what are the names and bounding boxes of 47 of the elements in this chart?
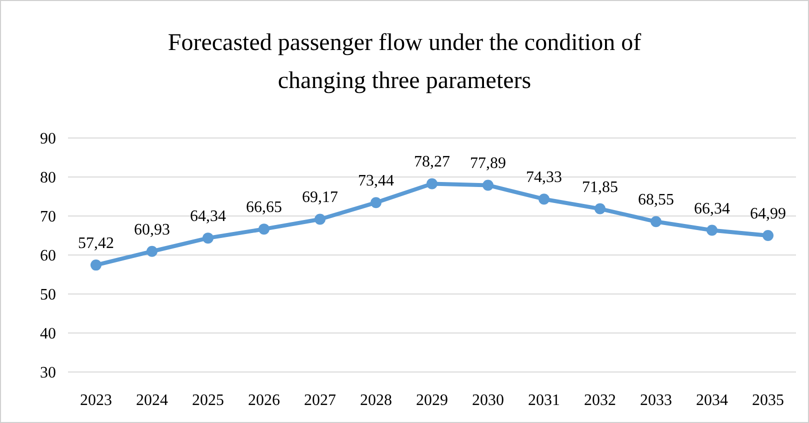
y-tick-label: 60 [40, 248, 56, 265]
x-tick-label: 2029 [416, 392, 448, 409]
point [370, 197, 382, 208]
data-label: 71,85 [582, 178, 618, 196]
x-tick-label: 2025 [192, 392, 224, 409]
x-tick-label: 2028 [360, 392, 392, 409]
point [314, 214, 326, 225]
data-label: 69,17 [302, 189, 338, 206]
x-tick-label: 2026 [248, 392, 280, 409]
data-label: 74,33 [526, 169, 562, 186]
point [90, 260, 102, 271]
x-tick-label: 2023 [80, 392, 112, 409]
x-tick-label: 2024 [136, 392, 168, 409]
data-label: 73,44 [358, 172, 394, 190]
point [482, 180, 494, 191]
x-tick-label: 2033 [640, 392, 672, 409]
data-label: 60,93 [134, 221, 170, 238]
x-tick-label: 2030 [472, 392, 504, 409]
data-label: 68,55 [638, 192, 674, 209]
point [594, 203, 606, 214]
data-label: 77,89 [470, 155, 506, 172]
y-tick-label: 50 [40, 286, 56, 304]
point [650, 216, 662, 228]
point [706, 224, 718, 236]
data-label: 57,42 [78, 235, 114, 252]
x-tick-label: 2034 [696, 392, 728, 409]
point [202, 232, 214, 244]
y-tick-label: 40 [40, 326, 56, 343]
data-label: 64,34 [190, 208, 226, 226]
point [762, 230, 774, 242]
y-tick-label: 90 [40, 130, 56, 148]
point [426, 178, 438, 190]
y-tick-label: 70 [40, 208, 56, 226]
data-label: 64,99 [750, 206, 786, 223]
point [146, 246, 158, 257]
data-label: 66,65 [246, 199, 282, 216]
x-tick-label: 2035 [752, 392, 784, 409]
data-label: 66,34 [694, 200, 730, 218]
y-tick-label: 80 [40, 170, 56, 187]
point [538, 194, 550, 205]
x-tick-label: 2031 [528, 392, 560, 409]
data-label: 78,27 [414, 154, 450, 171]
point [258, 224, 270, 235]
y-tick-label: 30 [40, 364, 56, 382]
chart-title: Forecasted passenger flow under the condition of changing three parameters [168, 30, 642, 94]
x-tick-label: 2027 [304, 392, 336, 409]
x-tick-label: 2032 [584, 392, 616, 409]
